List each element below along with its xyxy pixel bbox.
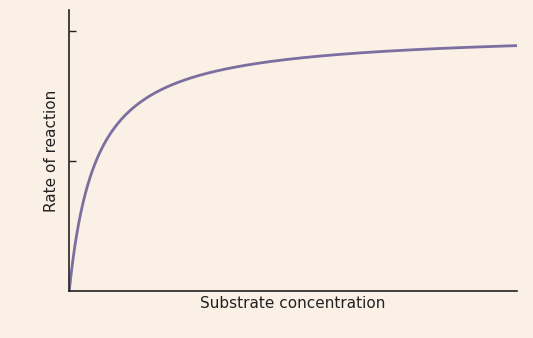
Y-axis label: Rate of reaction: Rate of reaction [44, 89, 59, 212]
X-axis label: Substrate concentration: Substrate concentration [200, 296, 386, 311]
